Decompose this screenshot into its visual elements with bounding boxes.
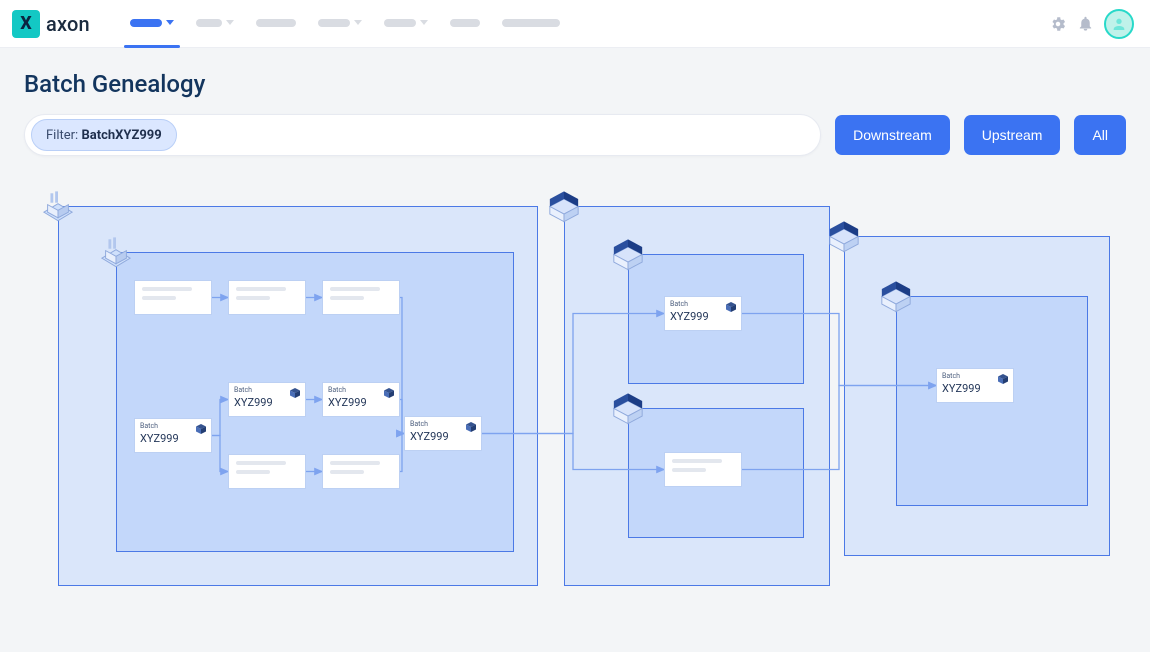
all-button[interactable]: All — [1074, 115, 1126, 155]
page: Batch Genealogy Filter: BatchXYZ999 Down… — [0, 48, 1150, 640]
nav-label-placeholder — [130, 19, 162, 27]
cube-icon — [383, 386, 395, 400]
batch-card[interactable]: BatchXYZ999 — [134, 418, 212, 453]
genealogy-diagram: BatchXYZ999BatchXYZ999BatchXYZ999BatchXY… — [24, 186, 1126, 616]
upstream-button[interactable]: Upstream — [964, 115, 1061, 155]
cube-icon — [289, 386, 301, 400]
batch-card[interactable]: BatchXYZ999 — [404, 416, 482, 451]
nav-label-placeholder — [256, 19, 296, 27]
process-card[interactable] — [322, 454, 400, 489]
nav-item[interactable] — [384, 0, 428, 47]
app-logo[interactable]: X axon — [12, 10, 90, 38]
cube-icon — [465, 420, 477, 434]
nav-item[interactable] — [318, 0, 362, 47]
downstream-button[interactable]: Downstream — [835, 115, 950, 155]
nav-item[interactable] — [196, 0, 234, 47]
process-card[interactable] — [664, 452, 742, 487]
batch-card[interactable]: BatchXYZ999 — [322, 382, 400, 417]
topbar: X axon — [0, 0, 1150, 48]
nav-item[interactable] — [450, 0, 480, 47]
gear-icon[interactable] — [1049, 15, 1067, 33]
filter-chip[interactable]: Filter: BatchXYZ999 — [31, 119, 177, 151]
nav-label-placeholder — [450, 19, 480, 27]
bell-icon[interactable] — [1077, 15, 1094, 32]
nav-item[interactable] — [256, 0, 296, 47]
page-title: Batch Genealogy — [24, 70, 1126, 98]
cube-icon — [997, 372, 1009, 386]
batch-card[interactable]: BatchXYZ999 — [664, 296, 742, 331]
cube-icon — [195, 422, 207, 436]
chevron-down-icon — [354, 20, 362, 25]
filter-row: Filter: BatchXYZ999 Downstream Upstream … — [24, 114, 1126, 156]
cube-icon — [725, 300, 737, 314]
process-card[interactable] — [228, 280, 306, 315]
batch-card[interactable]: BatchXYZ999 — [228, 382, 306, 417]
chevron-down-icon — [166, 20, 174, 25]
avatar[interactable] — [1104, 9, 1134, 39]
process-card[interactable] — [134, 280, 212, 315]
nav-item[interactable] — [502, 0, 560, 47]
process-card[interactable] — [322, 280, 400, 315]
chevron-down-icon — [420, 20, 428, 25]
nav-label-placeholder — [318, 19, 350, 27]
nav-item[interactable] — [130, 0, 174, 47]
logo-mark-icon: X — [12, 10, 40, 38]
filter-value: BatchXYZ999 — [81, 128, 161, 143]
nav-label-placeholder — [502, 19, 560, 27]
batch-card[interactable]: BatchXYZ999 — [936, 368, 1014, 403]
nav-label-placeholder — [196, 19, 222, 27]
search-input[interactable]: Filter: BatchXYZ999 — [24, 114, 821, 156]
filter-label: Filter: — [46, 128, 78, 143]
process-card[interactable] — [228, 454, 306, 489]
chevron-down-icon — [226, 20, 234, 25]
nav-label-placeholder — [384, 19, 416, 27]
main-nav — [130, 0, 560, 47]
app-name: axon — [46, 12, 90, 36]
